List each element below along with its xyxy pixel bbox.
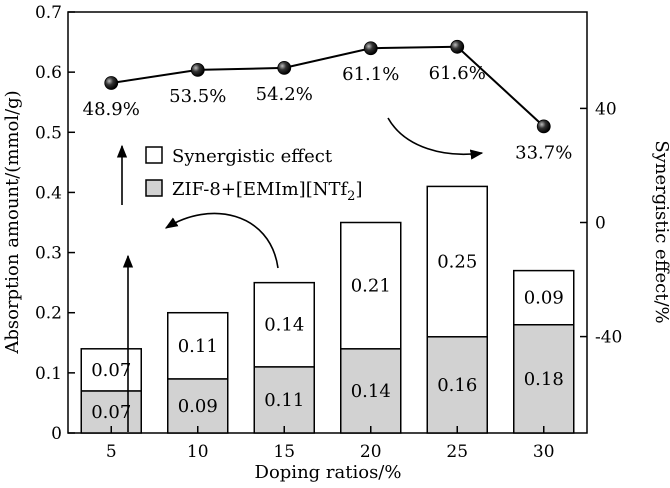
bar-label-synergistic: 0.25	[437, 252, 477, 273]
bar-synergistic	[253, 281, 315, 368]
y-tick-label: 0.4	[35, 183, 62, 203]
x-tick-label: 25	[446, 442, 468, 462]
y-tick-label: 0.5	[35, 123, 62, 143]
plot-frame	[67, 11, 588, 434]
bar-synergistic	[426, 185, 488, 338]
bar-label-zif8: 0.07	[91, 402, 131, 423]
bar-synergistic	[80, 348, 142, 392]
y-axis-ticks: 0 0.1 0.2 0.3 0.4 0.5 0.6 0.7	[35, 3, 75, 444]
synergy-point-label: 61.1%	[342, 64, 399, 85]
bar-zif8	[80, 390, 142, 434]
legend-label-zif8: ZIF-8+[EMIm][NTf2]	[172, 179, 362, 204]
decor-arrow-curve-right	[387, 117, 484, 160]
synergy-point	[536, 119, 551, 134]
bar-synergistic	[513, 269, 575, 326]
legend-label-synergistic: Synergistic effect	[172, 146, 333, 167]
x-axis-ticks: 5 10 15 20 25 30	[106, 426, 555, 462]
bar-label-synergistic: 0.11	[178, 336, 218, 357]
x-tick-label: 10	[187, 442, 209, 462]
bar-label-synergistic: 0.14	[264, 315, 304, 336]
y2-axis-title: Synergistic effect/%	[651, 140, 670, 323]
bar-label-zif8: 0.18	[524, 369, 564, 390]
bar-zif8	[513, 323, 575, 434]
legend-swatch-synergistic	[145, 146, 163, 164]
x-axis-title: Doping ratios/%	[255, 462, 402, 483]
y2-tick-label: 0	[595, 214, 606, 234]
bar-label-zif8: 0.11	[264, 390, 304, 411]
x-tick-label: 30	[533, 442, 555, 462]
synergy-point	[104, 76, 119, 90]
bar-label-zif8: 0.14	[351, 381, 391, 402]
bar-label-zif8: 0.16	[437, 375, 477, 396]
y-tick-label: 0	[51, 424, 62, 444]
x-tick-label: 20	[360, 442, 382, 462]
bar-synergistic	[340, 221, 402, 350]
synergy-point-label: 33.7%	[515, 142, 572, 163]
synergy-point	[363, 41, 378, 56]
bar-synergistic	[167, 311, 229, 380]
synergy-point	[190, 63, 205, 77]
synergy-point-label: 54.2%	[256, 84, 313, 105]
y-tick-label: 0.7	[35, 3, 62, 23]
legend-swatch-zif8	[145, 179, 163, 197]
synergy-point-label: 53.5%	[169, 86, 226, 107]
decor-arrow-curve-left	[164, 212, 279, 269]
y-axis-title: Absorption amount/(mmol/g)	[2, 90, 23, 354]
synergy-point	[277, 61, 292, 75]
synergy-point-label: 48.9%	[83, 99, 140, 120]
x-tick-label: 5	[106, 442, 117, 462]
x-tick-label: 15	[273, 442, 295, 462]
y-tick-label: 0.6	[35, 63, 62, 83]
y2-tick-label: -40	[595, 328, 622, 348]
y-tick-label: 0.3	[35, 244, 62, 264]
synergy-line-group: 48.9% 53.5% 54.2% 61.1% 61.6% 33.7%	[83, 39, 572, 163]
y-tick-label: 0.1	[35, 364, 62, 384]
y-tick-label: 0.2	[35, 304, 62, 324]
synergy-line	[111, 45, 545, 128]
synergy-point	[450, 39, 465, 54]
legend: Synergistic effect ZIF-8+[EMIm][NTf2]	[145, 146, 362, 204]
bar-label-synergistic: 0.21	[351, 276, 391, 297]
y2-axis-ticks: -40 0 40	[580, 99, 622, 348]
bar-label-synergistic: 0.07	[91, 360, 131, 381]
bars-group: 0.07 0.07 0.09 0.11 0.11 0.14 0.14 0.21 0.16 0.25…	[80, 185, 575, 434]
y2-tick-label: 40	[595, 99, 617, 119]
synergy-point-label: 61.6%	[429, 63, 486, 84]
bar-label-zif8: 0.09	[178, 396, 218, 417]
bar-label-synergistic: 0.09	[524, 288, 564, 309]
